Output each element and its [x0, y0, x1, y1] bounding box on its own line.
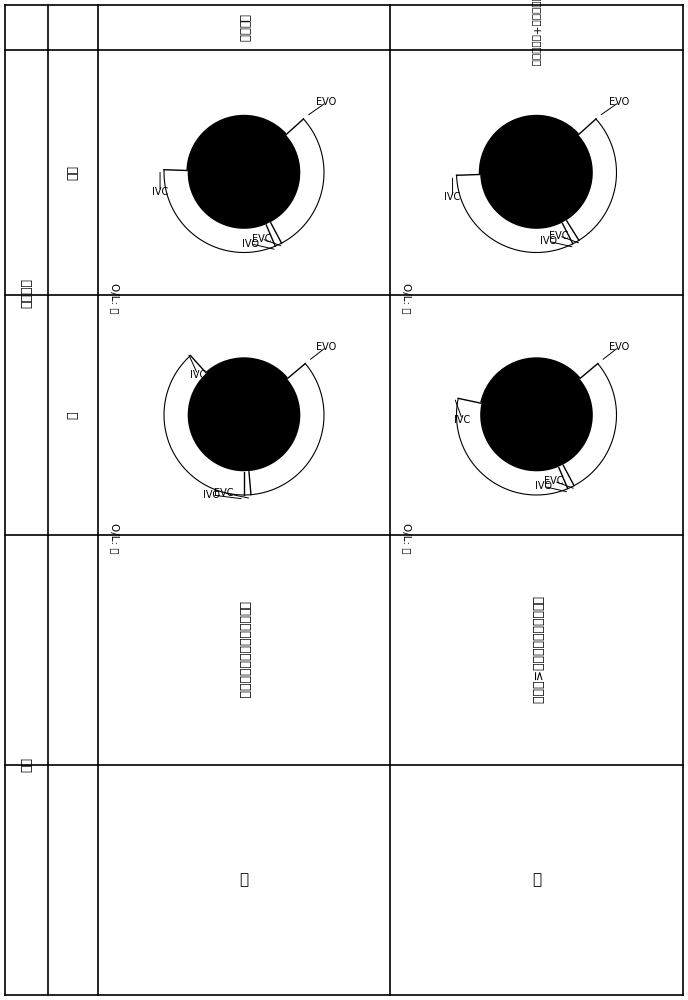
Text: 乙: 乙	[532, 872, 541, 888]
Text: EVC: EVC	[252, 234, 271, 244]
Circle shape	[164, 335, 324, 495]
Text: EVC: EVC	[213, 488, 233, 498]
Circle shape	[480, 115, 594, 230]
Circle shape	[480, 358, 594, 472]
Text: 非扫气范围（进气压力≤背压）: 非扫气范围（进气压力≤背压）	[530, 596, 543, 704]
Circle shape	[457, 335, 616, 495]
Text: 进气口喷射（+直接喷射）: 进气口喷射（+直接喷射）	[532, 0, 541, 66]
Text: IVC: IVC	[152, 187, 168, 197]
Text: IVO: IVO	[540, 236, 557, 246]
Polygon shape	[562, 221, 579, 244]
Text: 扫气范围（进气压力＞背压）: 扫气范围（进气压力＞背压）	[237, 601, 250, 699]
Text: O/L: 小: O/L: 小	[402, 523, 412, 554]
Text: EVO: EVO	[316, 97, 336, 107]
Text: IVC: IVC	[444, 192, 461, 202]
Text: 甲: 甲	[239, 872, 248, 888]
Circle shape	[457, 93, 616, 252]
Polygon shape	[266, 223, 281, 246]
Polygon shape	[244, 472, 251, 495]
Text: O/L: 小: O/L: 小	[110, 283, 120, 314]
Text: IVO: IVO	[535, 481, 552, 491]
Text: EVO: EVO	[609, 342, 629, 352]
Text: EVC: EVC	[544, 476, 563, 486]
Text: O/L: 小: O/L: 小	[402, 283, 412, 314]
Text: EVC: EVC	[549, 231, 569, 241]
Text: IVC: IVC	[190, 370, 206, 380]
Text: 浓峰: 浓峰	[67, 165, 80, 180]
Polygon shape	[559, 465, 574, 489]
Polygon shape	[164, 356, 324, 495]
Text: 工作条件: 工作条件	[20, 277, 33, 308]
Polygon shape	[457, 364, 616, 495]
Text: 直接喷射: 直接喷射	[237, 13, 250, 41]
Polygon shape	[457, 119, 616, 252]
Text: O/L: 大: O/L: 大	[110, 523, 120, 554]
Text: EVO: EVO	[316, 342, 336, 352]
Circle shape	[187, 115, 301, 230]
Text: 稀: 稀	[67, 411, 80, 419]
Polygon shape	[164, 119, 324, 252]
Text: IVO: IVO	[242, 239, 259, 249]
Text: EVO: EVO	[609, 97, 629, 107]
Text: IVC: IVC	[454, 415, 471, 425]
Text: 负荷: 负荷	[20, 758, 33, 772]
Text: IVO: IVO	[204, 490, 220, 500]
Circle shape	[164, 93, 324, 252]
Circle shape	[187, 358, 301, 472]
